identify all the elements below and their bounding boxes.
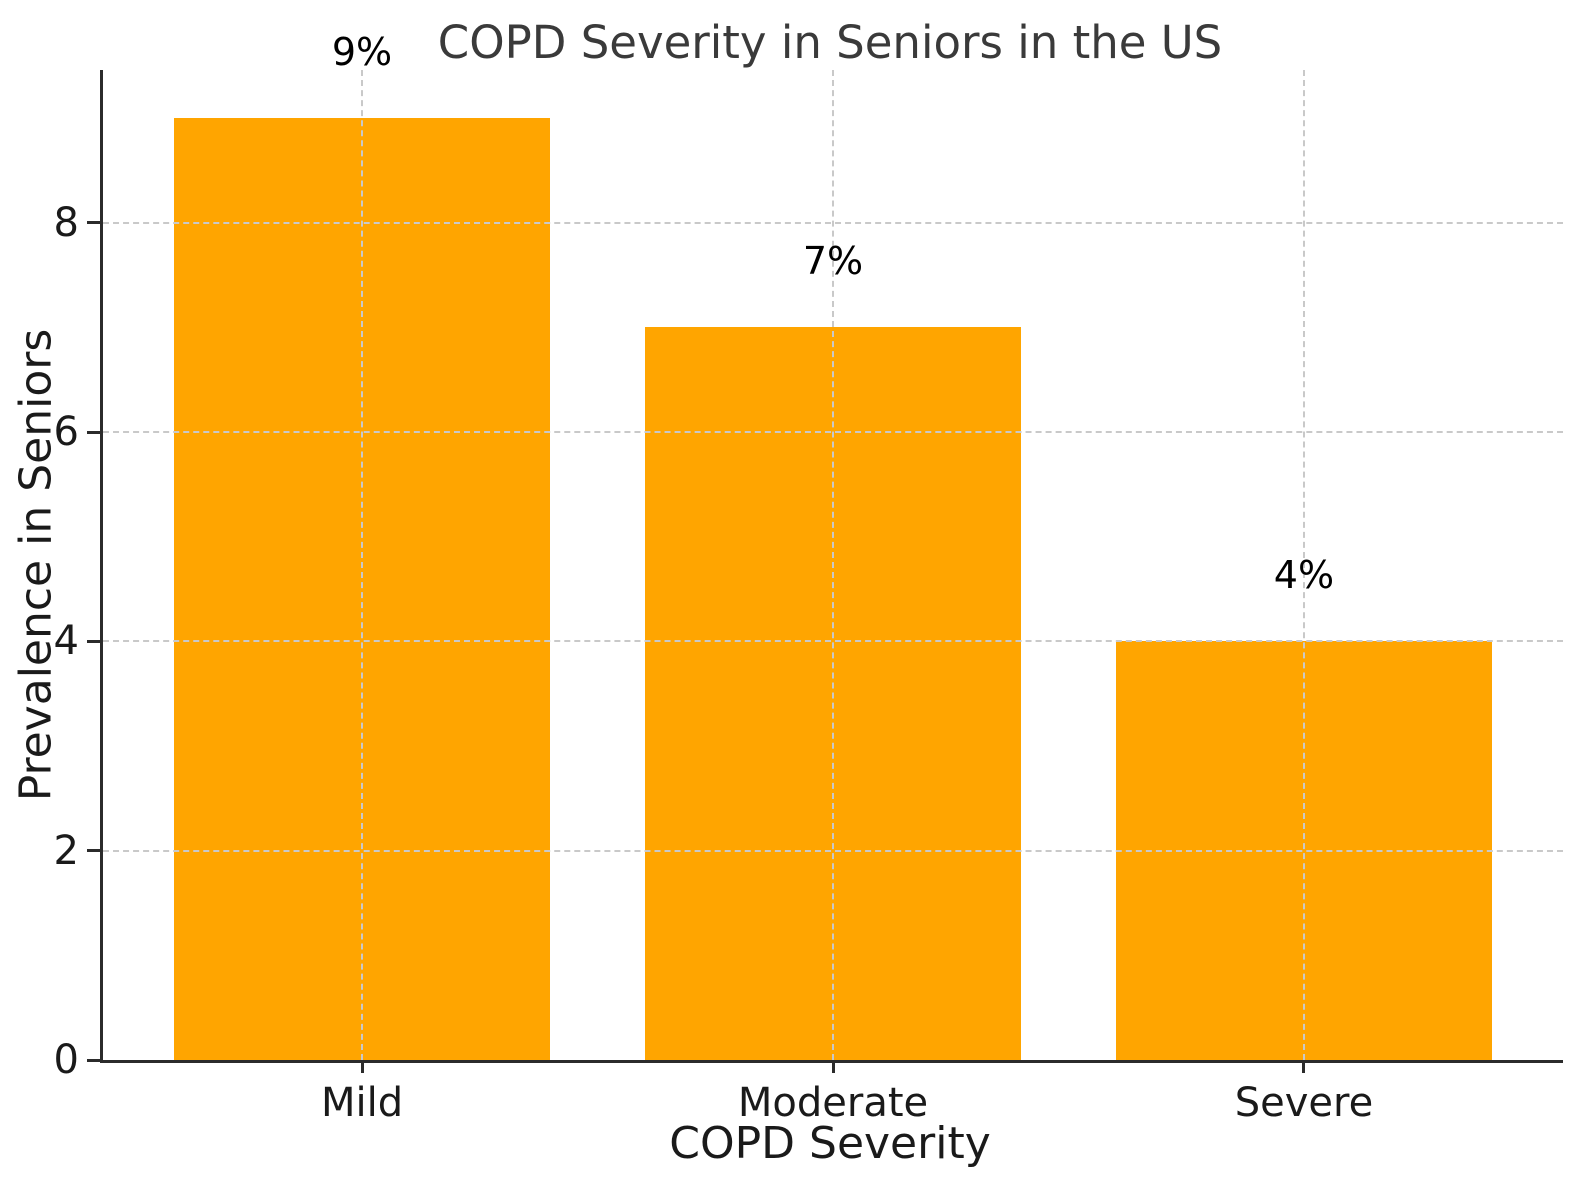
y-tick-label: 6 — [53, 409, 79, 456]
y-tick-mark — [87, 639, 100, 643]
bar-value-label: 7% — [802, 239, 864, 284]
x-tick-label: Severe — [1234, 1080, 1374, 1126]
bar-value-label: 9% — [331, 30, 393, 75]
x-tick-mark — [831, 1060, 835, 1073]
y-tick-mark — [87, 1058, 100, 1062]
y-tick-label: 4 — [53, 618, 79, 665]
vertical-gridline — [832, 70, 834, 1060]
y-tick-label: 0 — [53, 1037, 79, 1083]
plot-area: 0 2 4 6 8 9% Mild 7% Moderate 4% Severe — [54, 30, 1563, 1126]
y-axis-label: Prevalence in Seniors — [10, 328, 62, 802]
vertical-gridline — [361, 70, 364, 1060]
y-tick-mark — [87, 430, 100, 434]
x-tick-label: Mild — [320, 1080, 404, 1126]
y-tick-mark — [87, 849, 100, 853]
y-tick-mark — [87, 221, 100, 225]
y-tick-label: 2 — [53, 827, 79, 874]
x-tick-mark — [1302, 1060, 1306, 1073]
x-axis-label: COPD Severity — [669, 1118, 991, 1169]
y-tick-label: 8 — [53, 199, 79, 246]
vertical-gridline — [1302, 70, 1305, 1060]
x-tick-label: Moderate — [737, 1080, 929, 1126]
x-tick-mark — [360, 1060, 364, 1073]
bar-value-label: 4% — [1273, 553, 1335, 598]
chart-title: COPD Severity in Seniors in the US — [437, 16, 1223, 69]
